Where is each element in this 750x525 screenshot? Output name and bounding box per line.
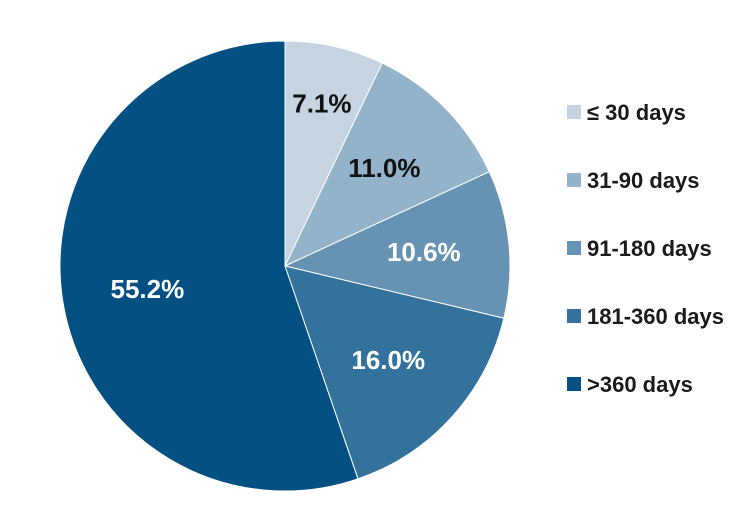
legend-swatch-4 xyxy=(567,377,581,391)
legend-swatch-2 xyxy=(567,241,581,255)
legend-swatch-1 xyxy=(567,173,581,187)
legend-label-0: ≤ 30 days xyxy=(587,100,686,125)
slice-value-label-2: 10.6% xyxy=(387,237,461,267)
legend-label-2: 91-180 days xyxy=(587,236,712,261)
legend-label-3: 181-360 days xyxy=(587,304,724,329)
pie-slice-3 xyxy=(284,265,505,480)
legend-swatch-0 xyxy=(567,105,581,119)
pie-slice-0 xyxy=(284,40,383,267)
slice-value-label-1: 11.0% xyxy=(348,153,420,183)
pie-slice-4 xyxy=(59,40,359,492)
legend: ≤ 30 days 31-90 days 91-180 days 181-360 da… xyxy=(567,100,724,397)
pie-labels: 7.1% 11.0% 10.6% 16.0% 55.2% xyxy=(111,89,461,375)
legend-label-1: 31-90 days xyxy=(587,168,700,193)
slice-value-label-3: 16.0% xyxy=(351,345,425,375)
pie-slice-1 xyxy=(283,62,490,268)
slice-value-label-4: 55.2% xyxy=(111,274,185,304)
pie-slice-2 xyxy=(283,171,511,319)
pie-slices xyxy=(59,40,511,492)
slice-value-label-0: 7.1% xyxy=(292,89,351,119)
legend-swatch-3 xyxy=(567,309,581,323)
legend-label-4: >360 days xyxy=(587,372,693,397)
